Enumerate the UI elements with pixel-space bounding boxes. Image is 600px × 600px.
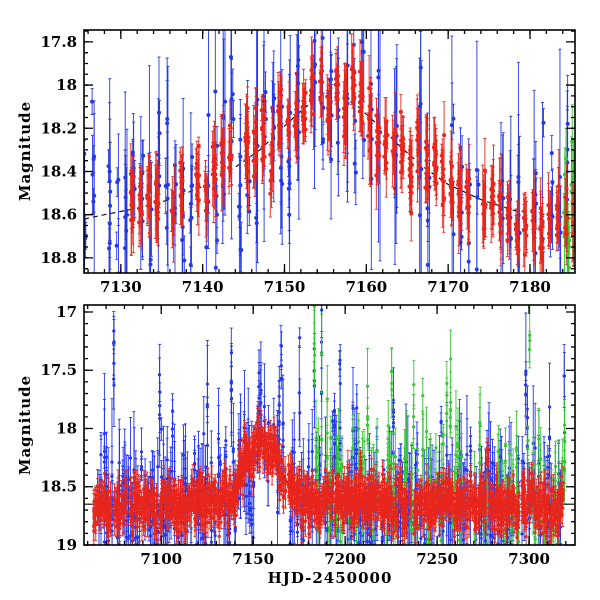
x-axis-label: HJD-2450000 bbox=[267, 569, 393, 587]
y-axis-label-top: Magnitude bbox=[16, 100, 34, 202]
y-axis-label-bottom: Magnitude bbox=[16, 374, 34, 476]
